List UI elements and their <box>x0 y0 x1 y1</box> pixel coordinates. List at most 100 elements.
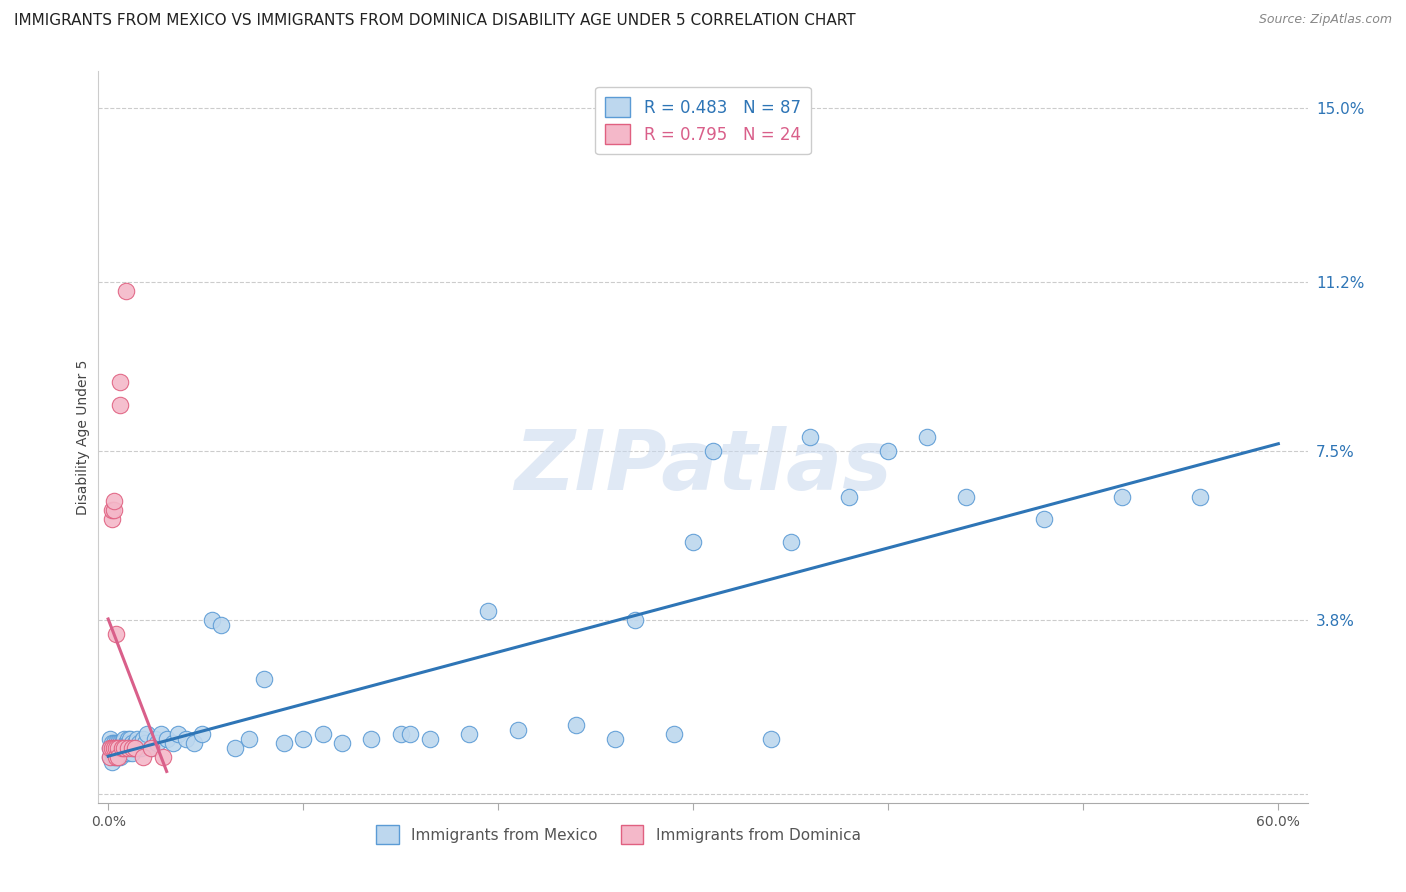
Point <box>360 731 382 746</box>
Point <box>477 604 499 618</box>
Point <box>98 731 121 746</box>
Text: Source: ZipAtlas.com: Source: ZipAtlas.com <box>1258 13 1392 27</box>
Point <box>108 740 131 755</box>
Point <box>111 740 134 755</box>
Point <box>101 755 124 769</box>
Point <box>1033 512 1056 526</box>
Point <box>114 284 136 298</box>
Point <box>132 750 155 764</box>
Point <box>108 750 131 764</box>
Point <box>103 494 125 508</box>
Point <box>118 731 141 746</box>
Point <box>118 740 141 755</box>
Point <box>107 736 129 750</box>
Point <box>101 740 124 755</box>
Point <box>273 736 295 750</box>
Point <box>104 736 127 750</box>
Point <box>312 727 335 741</box>
Point <box>200 613 222 627</box>
Point <box>838 490 860 504</box>
Point <box>134 736 156 750</box>
Point <box>702 443 724 458</box>
Point <box>132 731 155 746</box>
Point <box>103 746 125 760</box>
Point <box>146 736 169 750</box>
Point <box>183 736 205 750</box>
Point <box>1111 490 1133 504</box>
Point <box>156 731 179 746</box>
Point <box>419 731 441 746</box>
Point <box>98 750 121 764</box>
Point <box>191 727 214 741</box>
Point <box>107 740 129 755</box>
Point <box>623 613 645 627</box>
Point <box>101 740 124 755</box>
Point <box>136 727 159 741</box>
Text: ZIPatlas: ZIPatlas <box>515 425 891 507</box>
Point <box>506 723 529 737</box>
Point <box>101 512 124 526</box>
Point <box>103 740 125 755</box>
Point <box>124 736 146 750</box>
Point <box>111 746 134 760</box>
Point <box>565 718 588 732</box>
Point <box>121 746 143 760</box>
Point <box>108 736 131 750</box>
Point <box>98 750 121 764</box>
Point <box>174 731 197 746</box>
Point <box>128 736 150 750</box>
Point <box>605 731 627 746</box>
Point <box>103 503 125 517</box>
Point <box>112 731 135 746</box>
Point <box>114 740 136 755</box>
Point <box>103 740 125 755</box>
Point <box>124 740 146 755</box>
Y-axis label: Disability Age Under 5: Disability Age Under 5 <box>76 359 90 515</box>
Point <box>117 736 139 750</box>
Point <box>149 727 172 741</box>
Point <box>121 736 143 750</box>
Point <box>101 503 124 517</box>
Point <box>104 750 127 764</box>
Point <box>98 740 121 755</box>
Point <box>112 746 135 760</box>
Point <box>1189 490 1212 504</box>
Point <box>103 750 125 764</box>
Point <box>152 750 174 764</box>
Point <box>131 740 153 755</box>
Point <box>108 398 131 412</box>
Point <box>399 727 422 741</box>
Point <box>330 736 353 750</box>
Legend: Immigrants from Mexico, Immigrants from Dominica: Immigrants from Mexico, Immigrants from … <box>370 819 868 850</box>
Point <box>104 626 127 640</box>
Point <box>238 731 260 746</box>
Point <box>103 736 125 750</box>
Point <box>167 727 190 741</box>
Point <box>111 740 134 755</box>
Point <box>799 430 821 444</box>
Point <box>107 746 129 760</box>
Point <box>104 740 127 755</box>
Point <box>761 731 783 746</box>
Point <box>98 740 121 755</box>
Point <box>117 731 139 746</box>
Point <box>108 376 131 390</box>
Point <box>101 746 124 760</box>
Point <box>389 727 412 741</box>
Point <box>662 727 685 741</box>
Point <box>143 731 166 746</box>
Point <box>127 731 149 746</box>
Point <box>917 430 939 444</box>
Point <box>458 727 481 741</box>
Point <box>104 740 127 755</box>
Point <box>101 736 124 750</box>
Point <box>779 535 801 549</box>
Point <box>292 731 315 746</box>
Point <box>139 740 162 755</box>
Point <box>139 740 162 755</box>
Point <box>162 736 184 750</box>
Point <box>224 740 246 755</box>
Point <box>682 535 704 549</box>
Point <box>104 746 127 760</box>
Point <box>877 443 900 458</box>
